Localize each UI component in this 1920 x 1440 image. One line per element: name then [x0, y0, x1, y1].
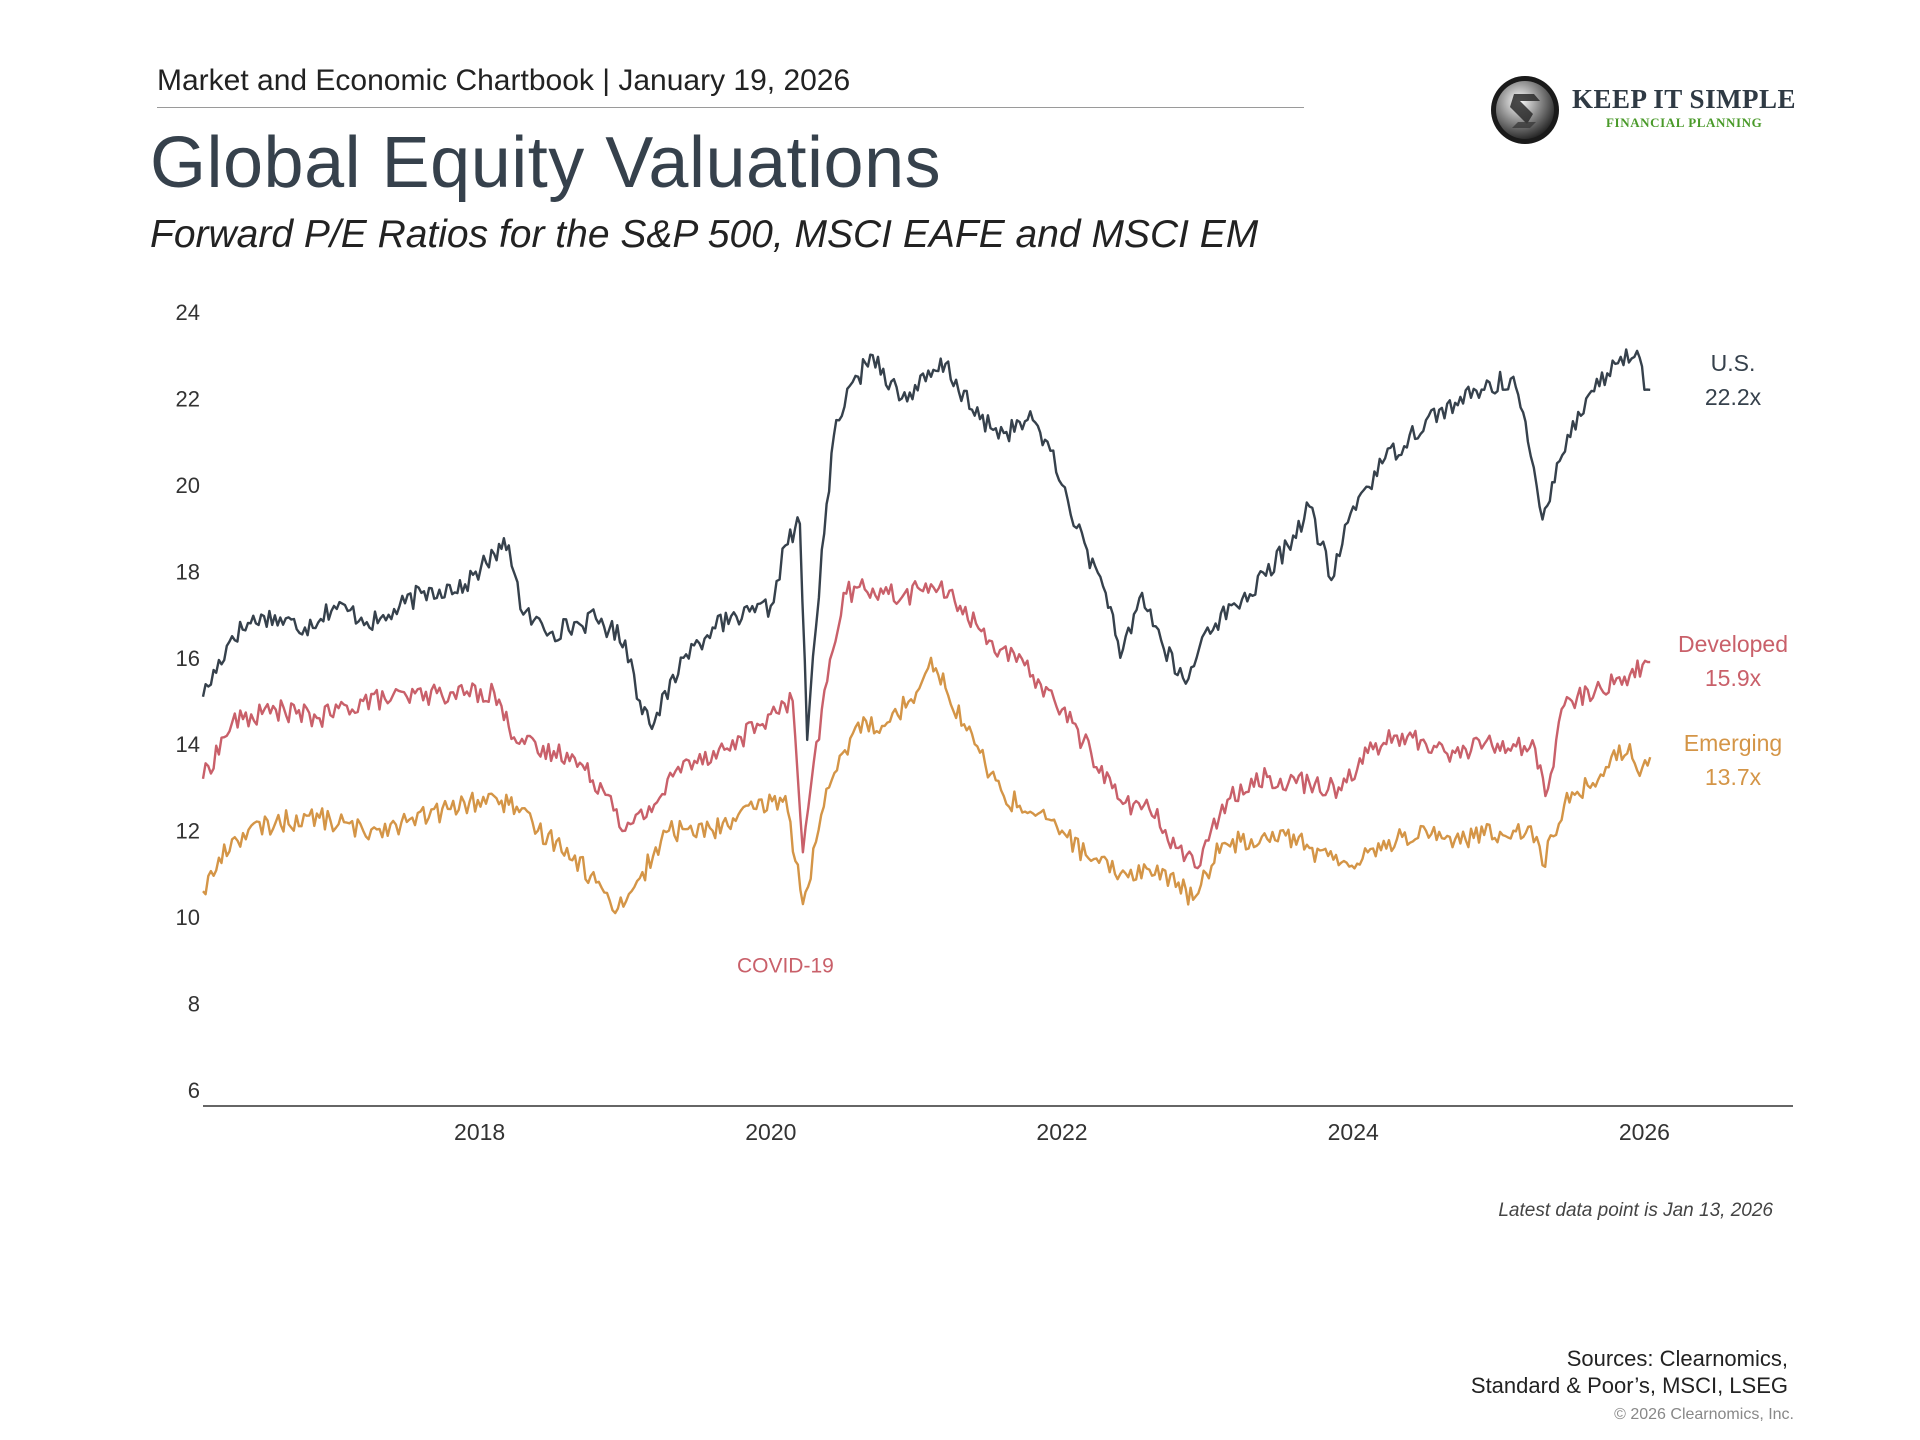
y-tick-label: 10: [176, 905, 200, 930]
y-tick-label: 12: [176, 819, 200, 844]
series-label: Developed: [1678, 631, 1788, 657]
y-tick-label: 18: [176, 559, 200, 584]
sources-line-1: Sources: Clearnomics,: [1566, 1346, 1788, 1371]
x-tick-label: 2022: [1036, 1119, 1087, 1145]
y-tick-label: 14: [176, 732, 200, 757]
logo-emblem-icon: [1491, 76, 1559, 144]
series-line-u-s-: [201, 348, 1651, 742]
copyright: © 2026 Clearnomics, Inc.: [1614, 1406, 1794, 1423]
logo-wordmark: KEEP IT SIMPLE: [1572, 84, 1797, 114]
sources-line-2: Standard & Poor’s, MSCI, LSEG: [1470, 1373, 1788, 1398]
y-tick-label: 20: [176, 473, 200, 498]
x-tick-label: 2026: [1619, 1119, 1670, 1145]
header-divider: [157, 107, 1304, 108]
series-line-developed: [201, 578, 1651, 870]
y-tick-label: 8: [188, 992, 200, 1017]
series-line-emerging: [202, 656, 1652, 915]
latest-data-note: Latest data point is Jan 13, 2026: [1498, 1200, 1773, 1221]
covid-annotation: COVID-19: [737, 955, 834, 978]
y-tick-label: 16: [176, 646, 200, 671]
x-tick-label: 2024: [1328, 1119, 1379, 1145]
series-end-value: 15.9x: [1705, 665, 1762, 691]
page-subtitle: Forward P/E Ratios for the S&P 500, MSCI…: [150, 213, 1259, 256]
y-tick-label: 6: [188, 1078, 200, 1103]
y-tick-label: 24: [176, 300, 200, 325]
x-tick-label: 2020: [745, 1119, 796, 1145]
series-label: Emerging: [1684, 730, 1782, 756]
sources: Sources: Clearnomics, Standard & Poor’s,…: [1471, 1345, 1788, 1399]
page-title: Global Equity Valuations: [150, 123, 942, 203]
series-end-value: 13.7x: [1705, 764, 1762, 790]
series-label: U.S.: [1711, 350, 1756, 376]
y-tick-label: 22: [176, 386, 200, 411]
chartbook-header: Market and Economic Chartbook | January …: [157, 64, 851, 97]
x-tick-label: 2018: [454, 1119, 505, 1145]
company-logo: KEEP IT SIMPLE FINANCIAL PLANNING: [1488, 74, 1796, 146]
series-end-value: 22.2x: [1705, 384, 1762, 410]
logo-tagline: FINANCIAL PLANNING: [1606, 115, 1763, 130]
